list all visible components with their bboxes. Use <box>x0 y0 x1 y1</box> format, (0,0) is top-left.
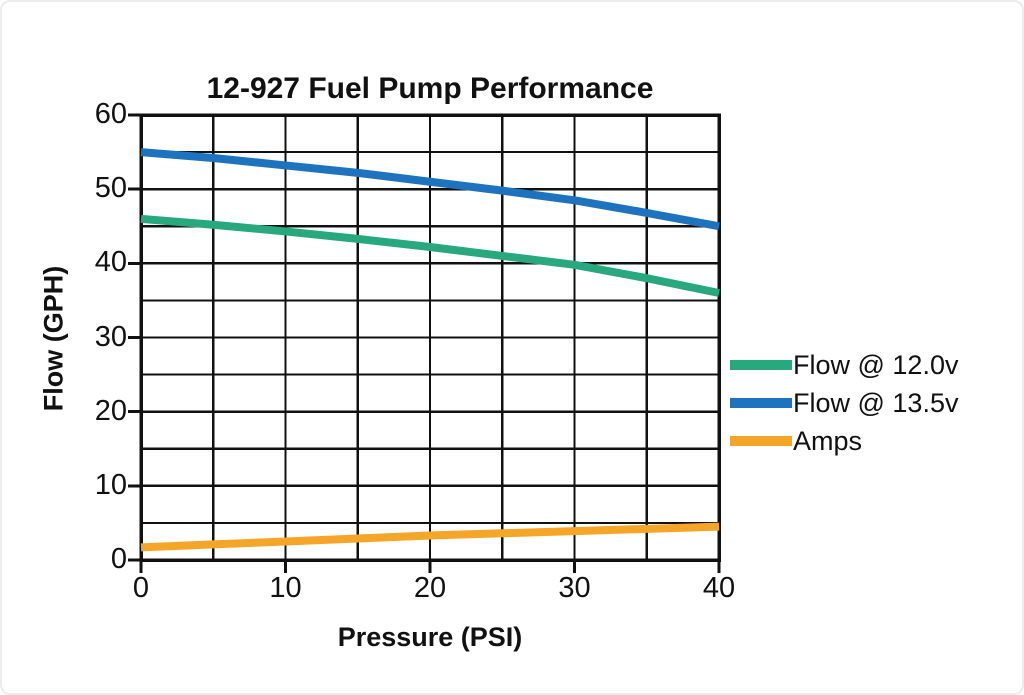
y-tick-label: 50 <box>94 172 127 205</box>
chart-title: 12-927 Fuel Pump Performance <box>206 72 654 105</box>
x-tick-label: 30 <box>558 572 591 604</box>
x-axis-label: Pressure (PSI) <box>337 622 523 652</box>
legend-item-amps: Amps <box>730 422 958 460</box>
legend-label-amps: Amps <box>793 425 863 456</box>
y-tick-label: 30 <box>94 320 127 353</box>
legend-label-flow-12v: Flow @ 12.0v <box>793 349 959 380</box>
y-tick-label: 0 <box>110 543 127 575</box>
series-line-2 <box>140 522 720 552</box>
legend-label-flow-13v: Flow @ 13.5v <box>793 387 959 418</box>
legend-swatch-flow-12v-line-icon <box>730 360 792 370</box>
y-tick-label: 20 <box>94 394 127 427</box>
y-tick-label: 40 <box>94 246 127 279</box>
y-tick-label: 60 <box>94 98 127 130</box>
series-line-0 <box>140 214 720 297</box>
legend-item-flow-12v: Flow @ 12.0v <box>730 346 958 384</box>
legend-swatch-flow-13v-line-icon <box>730 398 792 408</box>
x-tick-label: 20 <box>413 572 447 604</box>
legend-item-flow-13v: Flow @ 13.5v <box>730 384 958 422</box>
legend-swatch-amps-line-icon <box>730 436 792 446</box>
chart-legend: Flow @ 12.0v Flow @ 13.5v Amps <box>730 346 958 460</box>
x-tick-label: 10 <box>269 572 302 604</box>
x-tick-label: 40 <box>702 572 736 604</box>
series-line-1 <box>140 148 720 231</box>
y-tick-label: 10 <box>94 468 127 501</box>
x-tick-label: 0 <box>132 572 150 604</box>
